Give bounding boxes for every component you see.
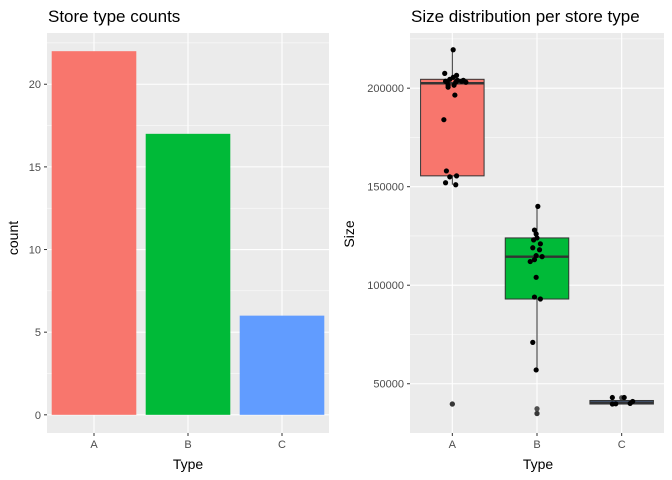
data-point (535, 203, 541, 209)
data-point (533, 253, 539, 259)
box-A (420, 78, 485, 177)
x-axis-title: Type (173, 456, 204, 472)
x-tick-label: B (184, 439, 191, 451)
data-point (533, 231, 539, 237)
data-point (531, 294, 538, 300)
data-point (463, 79, 469, 85)
x-axis-ticks: A B C (90, 433, 286, 451)
y-axis-title: count (5, 221, 21, 255)
chart-title: Store type counts (48, 7, 180, 26)
y-tick-label: 100000 (367, 280, 404, 292)
data-point (530, 339, 536, 345)
data-point (537, 296, 543, 302)
bars (51, 51, 325, 415)
data-point (531, 227, 538, 233)
y-tick-label: 5 (35, 327, 41, 339)
data-point (536, 247, 543, 253)
data-point (443, 168, 450, 174)
y-axis-title: Size (341, 220, 357, 247)
data-point (450, 47, 456, 53)
box-B (504, 237, 570, 300)
x-tick-label: A (90, 439, 98, 451)
x-axis-ticks: A B C (449, 433, 626, 451)
x-tick-label: C (618, 439, 626, 451)
data-point (531, 257, 538, 263)
chart-title: Size distribution per store type (411, 7, 640, 26)
y-tick-label: 0 (35, 410, 41, 422)
y-tick-label: 20 (29, 79, 41, 91)
data-point (539, 254, 545, 260)
y-tick-label: 50000 (373, 379, 404, 391)
y-tick-label: 15 (29, 162, 41, 174)
x-tick-label: C (278, 439, 286, 451)
bar-C (239, 315, 325, 415)
y-axis-ticks: 50000 100000 150000 200000 (367, 83, 410, 391)
data-point (609, 394, 615, 401)
data-point (442, 70, 448, 76)
data-point (527, 258, 533, 265)
data-point (621, 394, 627, 401)
outlier-point (449, 401, 455, 407)
data-point (447, 174, 453, 180)
y-axis-ticks: 0 5 10 15 20 (29, 79, 47, 422)
bar-A (51, 51, 137, 415)
data-point (459, 78, 465, 84)
bar-B (145, 133, 231, 415)
y-tick-label: 200000 (367, 83, 404, 95)
data-point (452, 92, 458, 98)
x-tick-label: B (533, 439, 540, 451)
data-point (453, 173, 460, 179)
data-point (441, 117, 447, 123)
data-point (630, 398, 636, 405)
outlier-point (534, 410, 540, 417)
data-point (613, 401, 619, 407)
y-tick-label: 150000 (367, 182, 404, 194)
bar-chart-store-type-counts: Store type counts 0 5 10 15 20 A B C Type coun… (5, 7, 329, 472)
data-point (537, 241, 543, 247)
data-point (453, 182, 459, 188)
box-chart-size-distribution: Size distribution per store type 50000 10… (341, 7, 664, 472)
x-tick-label: A (449, 439, 457, 451)
x-axis-title: Type (523, 456, 554, 472)
data-point (533, 274, 539, 280)
data-point (531, 237, 537, 243)
data-point (530, 245, 536, 251)
data-point (451, 82, 457, 88)
data-point (445, 84, 451, 90)
outlier-point (534, 406, 540, 412)
y-tick-label: 10 (29, 245, 41, 257)
jitter-points (441, 47, 636, 407)
data-point (533, 367, 539, 373)
data-point (442, 180, 449, 186)
